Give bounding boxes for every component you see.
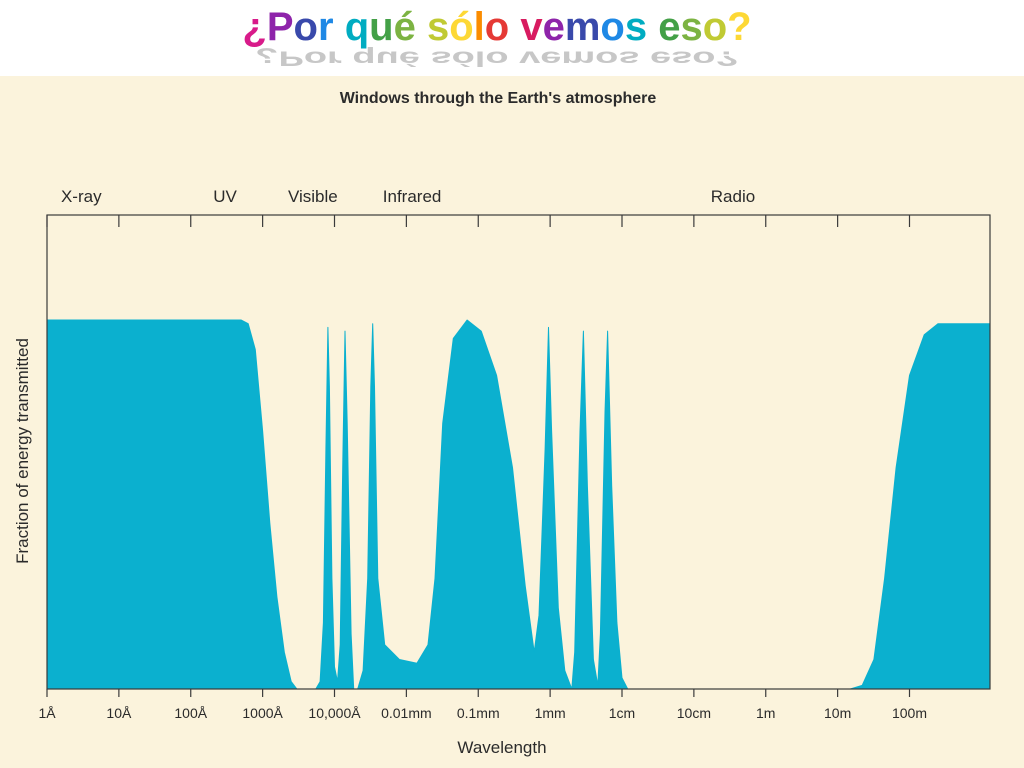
title-letter [416,5,427,49]
title-letter: o [294,5,318,49]
top-ticks [46,215,911,227]
band-labels: X-ray UV Visible Infrared Radio [61,187,755,206]
title-letter: e [543,5,565,49]
x-axis-label: Wavelength [457,738,546,757]
title-letter [509,5,520,49]
x-tick-label: 100Å [174,705,207,721]
title-letter [647,5,658,49]
title-letter: r [318,5,334,49]
transmission-area [46,319,991,690]
plot-frame [46,214,991,690]
band-label: Radio [711,187,755,206]
chart-title: Windows through the Earth's atmosphere [340,90,657,107]
title-letter: o [485,5,509,49]
title-letter: ¿ [242,5,266,49]
title-letter: o [600,5,624,49]
x-tick-label: 0.01mm [381,705,432,721]
bottom-ticks [46,689,911,697]
x-tick-labels: 1Å 10Å 100Å 1000Å 10,000Å 0.01mm 0.1mm 1mm 1cm 10… [38,705,927,721]
band-label: Infrared [383,187,442,206]
band-label: Visible [288,187,338,206]
title-letter: s [427,5,449,49]
title-letter: s [680,5,702,49]
title-letter: s [625,5,647,49]
title-letter: u [369,5,393,49]
title-letter: o [703,5,727,49]
band-label: UV [213,187,237,206]
x-tick-label: 100m [892,705,927,721]
y-axis-label: Fraction of energy transmitted [13,338,32,564]
x-tick-label: 10,000Å [308,705,361,721]
title-letter: l [474,5,485,49]
slide-title: ¿Por qué sólo vemos eso? ¿Por qué sólo v… [242,5,751,70]
chart-figure: Windows through the Earth's atmosphere X… [0,76,1024,768]
x-tick-label: 10m [824,705,851,721]
title-letter: v [520,5,543,49]
x-tick-label: 1000Å [242,705,283,721]
x-tick-label: 10Å [106,705,132,721]
plot-area [46,214,991,697]
slide-title-reflection: ¿Por qué sólo vemos eso? [255,47,738,70]
title-letter: e [658,5,680,49]
title-letter: é [394,5,416,49]
x-tick-label: 0.1mm [457,705,500,721]
title-letter: ? [727,5,751,49]
x-tick-label: 1cm [609,705,635,721]
x-tick-label: 1mm [535,705,566,721]
transmission-chart: Windows through the Earth's atmosphere X… [13,90,991,757]
x-tick-label: 1Å [38,705,56,721]
slide-title-text: ¿Por qué sólo vemos eso? [242,5,751,49]
title-letter: q [345,5,369,49]
x-tick-label: 1m [756,705,775,721]
x-tick-label: 10cm [677,705,711,721]
title-letter: ó [449,5,473,49]
title-letter: P [267,5,294,49]
band-label: X-ray [61,187,102,206]
title-letter [334,5,345,49]
title-letter: m [565,5,601,49]
